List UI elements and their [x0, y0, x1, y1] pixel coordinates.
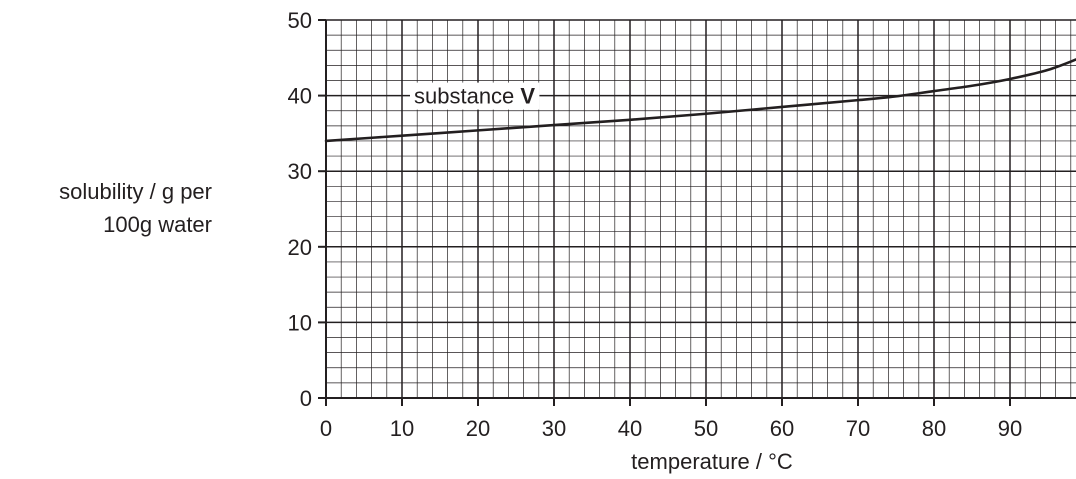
x-tick-label: 10	[390, 416, 414, 441]
y-tick-label: 40	[288, 84, 312, 109]
grid	[325, 19, 1076, 399]
series-label: substance V	[414, 84, 535, 109]
x-tick-label: 80	[922, 416, 946, 441]
y-axis-title-line-1: solubility / g per	[59, 179, 212, 204]
series-line-substance-v	[324, 58, 1076, 143]
series-label-bold: V	[520, 84, 535, 109]
x-tick-label: 30	[542, 416, 566, 441]
x-tick-label: 50	[694, 416, 718, 441]
axes	[325, 20, 1076, 399]
x-tick-label: 0	[320, 416, 332, 441]
x-tick-label: 90	[998, 416, 1022, 441]
x-tick-label: 60	[770, 416, 794, 441]
x-axis-title: temperature / °C	[631, 449, 793, 474]
x-tick-label: 70	[846, 416, 870, 441]
y-tick-label: 30	[288, 159, 312, 184]
y-tick-label: 0	[300, 386, 312, 411]
series-label-prefix: substance	[414, 84, 520, 109]
y-tick-label: 20	[288, 235, 312, 260]
y-axis-title-line-2: 100g water	[103, 212, 212, 237]
ticks: 0 10 20 30 40 50 60 70 80 90 0 10 20 30 40 50	[288, 8, 1023, 441]
x-tick-label: 40	[618, 416, 642, 441]
series-label-background	[410, 82, 540, 110]
y-tick-label: 50	[288, 8, 312, 33]
x-tick-label: 20	[466, 416, 490, 441]
y-tick-label: 10	[288, 310, 312, 335]
